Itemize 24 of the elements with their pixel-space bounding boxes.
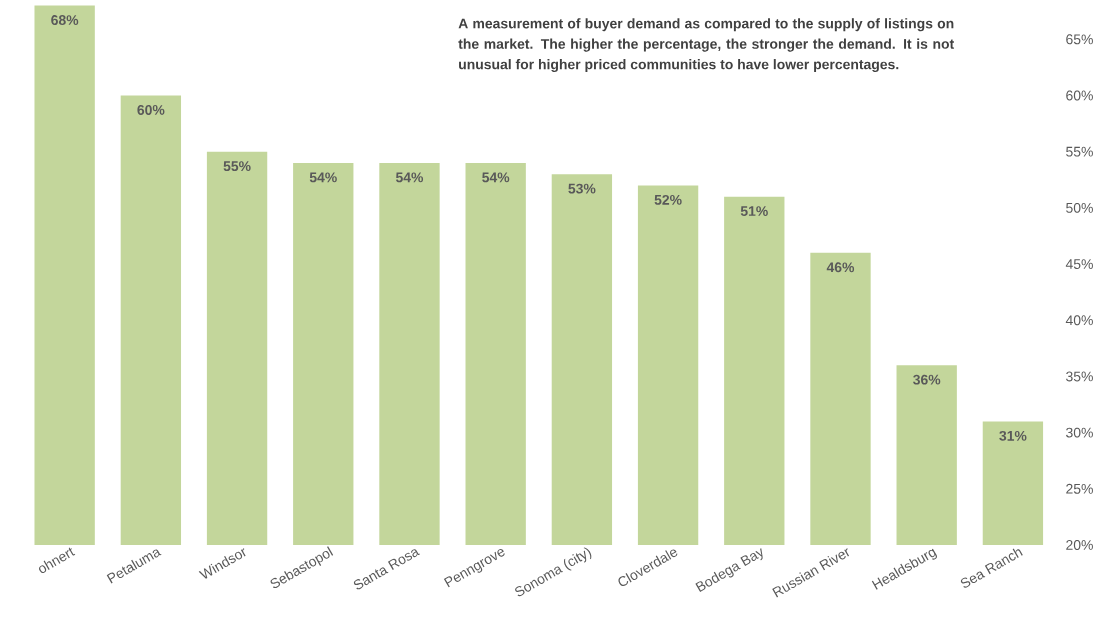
y-tick-label: 30% (1066, 427, 1093, 438)
data-label: 68% (51, 15, 79, 26)
y-tick-label: 45% (1065, 259, 1093, 269)
annotation: A measurement of buyer demand as compared to the supply of listings on the market. The higher the percentage, the stronger the demand. It is not unusual for higher priced communities to have lower percentages. (458, 18, 955, 73)
data-label: 53% (568, 183, 596, 194)
data-label: 52% (654, 194, 682, 205)
y-tick-label: 55% (1066, 146, 1093, 157)
data-label: 54% (309, 172, 337, 183)
y-tick-label: 60% (1066, 90, 1093, 101)
y-tick-label: 40% (1065, 315, 1093, 326)
y-tick-label: 20% (1066, 540, 1093, 550)
data-label: 31% (999, 430, 1027, 441)
data-label: 55% (223, 161, 251, 172)
data-label: 54% (482, 172, 510, 183)
data-label: 54% (395, 172, 424, 183)
y-tick-label: 65% (1066, 34, 1093, 45)
y-tick-label: 50% (1066, 202, 1093, 213)
data-label: 36% (913, 374, 941, 385)
x-tick-label: Santa Rosa (353, 549, 420, 590)
y-tick-label: 25% (1066, 483, 1093, 494)
data-label: 60% (137, 105, 165, 115)
data-label: 51% (740, 206, 768, 217)
data-label: 46% (826, 262, 855, 273)
y-tick-label: 35% (1066, 371, 1093, 382)
